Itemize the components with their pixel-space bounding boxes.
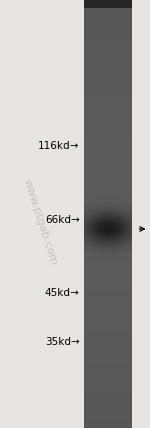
Text: 35kd→: 35kd→ [45, 337, 80, 348]
Text: www.ptgab.com: www.ptgab.com [22, 178, 59, 267]
Text: 45kd→: 45kd→ [45, 288, 80, 298]
Text: 116kd→: 116kd→ [38, 140, 80, 151]
Text: 66kd→: 66kd→ [45, 215, 80, 226]
